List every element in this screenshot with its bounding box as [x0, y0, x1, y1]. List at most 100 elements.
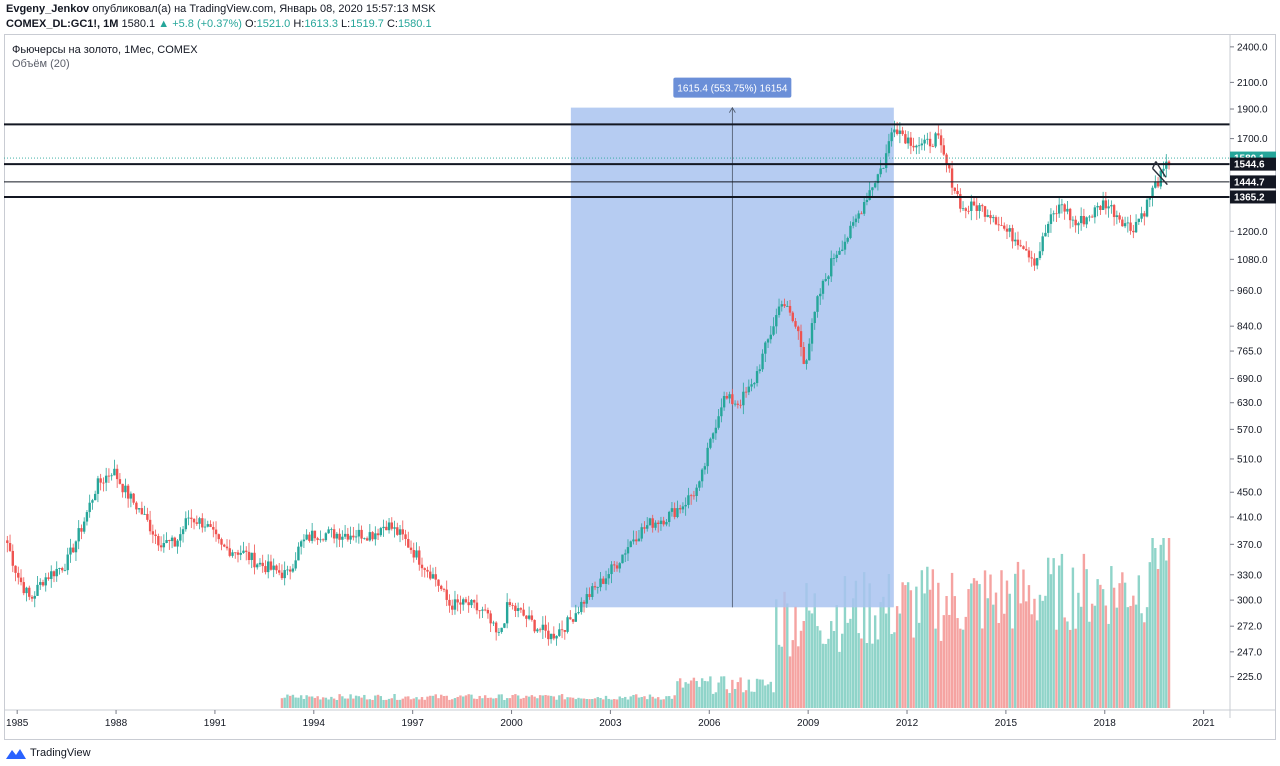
price-axis[interactable]: 2400.02100.01900.01700.01580.11544.61444…: [1229, 34, 1276, 718]
volume-bar: [830, 621, 833, 708]
volume-bar: [827, 638, 830, 708]
candle-body: [146, 513, 149, 520]
candle-body: [640, 527, 643, 539]
candle-body: [585, 594, 588, 604]
candle-body: [511, 605, 514, 606]
volume-bar: [981, 628, 984, 708]
candle-body: [58, 568, 61, 569]
candlesticks: [6, 120, 1171, 646]
volume-bar: [742, 692, 745, 708]
chart-frame: [4, 34, 1276, 740]
candle-body: [508, 602, 512, 606]
volume-legend[interactable]: Объём (20): [12, 58, 70, 70]
candle-body: [599, 578, 602, 588]
volume-bar: [508, 698, 512, 708]
symbol-label[interactable]: COMEX_DL:GC1!, 1M: [6, 18, 119, 30]
candle-body: [470, 599, 473, 606]
volume-bar: [544, 694, 547, 708]
candle-body: [530, 615, 534, 620]
volume-bar: [722, 676, 726, 708]
candle-body: [868, 190, 871, 200]
candle-body: [890, 132, 893, 142]
low-label: L:: [341, 18, 351, 30]
volume-bar: [1077, 592, 1080, 708]
volume-bar: [470, 694, 473, 708]
candle-body: [772, 326, 775, 335]
candle-body: [176, 540, 179, 547]
tradingview-branding[interactable]: TradingView: [6, 744, 91, 762]
candle-body: [72, 547, 75, 553]
horizontal-levels[interactable]: [4, 123, 1230, 198]
candle-body: [1079, 216, 1083, 224]
candle-body: [1052, 213, 1055, 215]
candle-body: [582, 601, 586, 604]
candle-body: [486, 609, 490, 614]
time-tick-label: 1997: [402, 718, 425, 729]
volume-bar: [942, 615, 946, 708]
price-range-tool[interactable]: 1615.4 (553.75%) 16154: [570, 77, 894, 608]
volume-bar: [291, 694, 295, 708]
trend-line: [1152, 167, 1168, 186]
author-name[interactable]: Evgeny_Jenkov: [6, 3, 90, 15]
volume-bar: [453, 698, 457, 708]
volume-bar: [917, 622, 921, 708]
volume-bar: [547, 695, 550, 708]
candle-body: [341, 536, 344, 540]
volume-bar: [1049, 574, 1053, 708]
candle-body: [30, 596, 34, 599]
time-axis[interactable]: 1985 1988 1991 1994 1997 2000 2003 2006 2009 2012…: [4, 709, 1276, 729]
candle-body: [1063, 204, 1066, 212]
candle-body: [195, 522, 198, 524]
candle-body: [28, 587, 31, 597]
candle-body: [731, 394, 734, 405]
candle-body: [1118, 215, 1121, 220]
candle-body: [44, 577, 47, 586]
candle-body: [893, 129, 896, 133]
volume-bar: [560, 694, 564, 708]
volume-bar: [711, 693, 715, 708]
volume-bar: [1036, 620, 1039, 708]
volume-bar: [1008, 593, 1011, 708]
candle-body: [330, 529, 333, 531]
series-legend[interactable]: Фьючерсы на золото, 1Мес, COMEX: [12, 44, 198, 56]
volume-bar: [667, 696, 671, 708]
candle-body: [1123, 223, 1127, 227]
candle-body: [467, 602, 470, 606]
volume-bar: [970, 583, 973, 708]
candle-body: [596, 587, 599, 589]
candle-body: [832, 257, 836, 259]
candle-body: [113, 468, 116, 476]
volume-bar: [1090, 603, 1094, 708]
candle-body: [1057, 204, 1061, 214]
volume-bar: [516, 695, 520, 708]
candle-body: [1140, 213, 1143, 219]
candle-body: [321, 539, 325, 541]
candle-body: [651, 518, 654, 528]
volume-bar: [577, 697, 580, 708]
candle-body: [898, 130, 902, 134]
candle-body: [212, 526, 215, 530]
volume-bar: [571, 697, 575, 708]
candle-body: [280, 572, 284, 579]
high-label: H:: [293, 18, 305, 30]
volume-bar: [497, 694, 501, 708]
candle-body: [505, 602, 509, 624]
candle-body: [1159, 170, 1162, 187]
price-chart[interactable]: 1615.4 (553.75%) 16154 2400.0 2100.0 1900.…: [4, 34, 1276, 740]
price-range-arrowhead: [729, 106, 736, 113]
volume-bar: [956, 618, 959, 708]
volume-bar: [808, 610, 811, 708]
volume-bar: [462, 696, 465, 708]
candle-body: [190, 517, 193, 519]
volume-bar: [898, 613, 902, 708]
candle-body: [132, 493, 135, 503]
trend-line: [1155, 161, 1167, 178]
volume-bar: [626, 699, 630, 708]
price-range-label-bg: [673, 77, 792, 98]
volume-bar: [997, 622, 1000, 708]
low-value: 1519.7: [350, 18, 384, 30]
candle-body: [494, 622, 498, 633]
candle-body: [871, 187, 874, 191]
candle-body: [975, 205, 978, 211]
trend-drawings[interactable]: [1151, 161, 1168, 186]
